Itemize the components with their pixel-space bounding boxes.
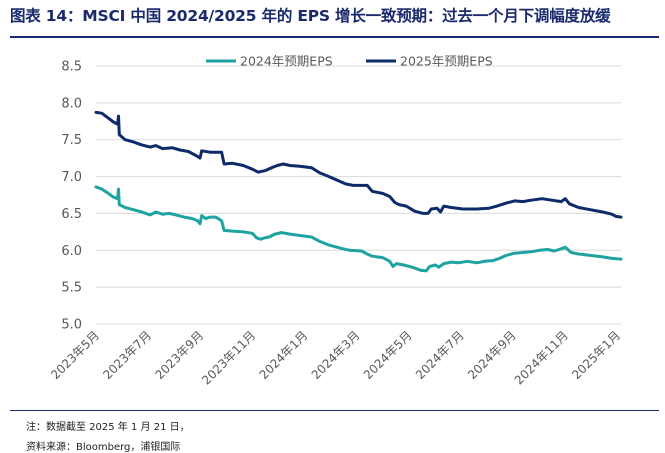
legend-label-2024: 2024年预期EPS <box>240 54 333 69</box>
y-tick-label: 8.0 <box>61 96 82 111</box>
x-tick-label: 2023年7月 <box>100 328 154 382</box>
x-tick-label: 2023年5月 <box>48 328 102 382</box>
series-line-2025-eps <box>94 110 623 219</box>
x-tick-label: 2023年9月 <box>152 328 206 382</box>
series-line-2024-eps <box>94 185 623 273</box>
x-axis-ticks: 2023年5月2023年7月2023年9月2023年11月2024年1月2024… <box>48 328 623 387</box>
y-axis-ticks: 8.5 8.0 7.5 7.0 6.5 6.0 5.5 5.0 <box>61 60 82 333</box>
y-tick-label: 8.5 <box>61 60 82 75</box>
source-note: 资料来源：Bloomberg，浦银国际 <box>26 442 181 453</box>
footnote: 注：数据截至 2025 年 1 月 21 日， <box>26 422 190 433</box>
x-tick-label: 2024年3月 <box>309 328 363 382</box>
y-tick-label: 7.0 <box>61 170 82 185</box>
gridlines <box>96 65 621 325</box>
y-tick-label: 6.5 <box>61 207 82 222</box>
series-lines <box>94 110 623 273</box>
x-tick-label: 2023年11月 <box>199 328 258 387</box>
chart-title: 图表 14：MSCI 中国 2024/2025 年的 EPS 增长一致预期：过去… <box>10 7 611 25</box>
eps-line-chart: 8.58.07.57.06.56.05.55.0 2023年5月2023年7月2… <box>48 54 623 388</box>
x-tick-label: 2024年7月 <box>413 328 467 382</box>
x-tick-label: 2024年9月 <box>465 328 519 382</box>
x-tick-label: 2024年1月 <box>257 328 311 382</box>
y-tick-label: 5.0 <box>61 318 82 333</box>
title-rule <box>10 36 659 38</box>
footer-rule <box>10 410 659 411</box>
y-tick-label: 6.0 <box>61 244 82 259</box>
y-tick-label: 5.5 <box>61 281 82 296</box>
x-tick-label: 2024年5月 <box>361 328 415 382</box>
legend-label-2025: 2025年预期EPS <box>400 54 493 69</box>
legend: 2024年预期EPS 2025年预期EPS <box>206 54 493 69</box>
x-tick-label: 2024年11月 <box>512 328 571 387</box>
x-tick-label: 2025年1月 <box>569 328 623 382</box>
y-tick-label: 7.5 <box>61 133 82 148</box>
